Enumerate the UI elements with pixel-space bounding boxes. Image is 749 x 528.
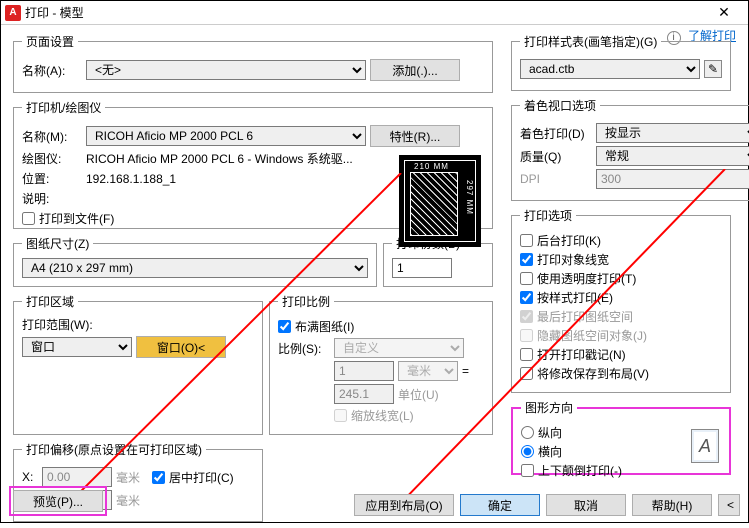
options-group: 打印选项 后台打印(K) 打印对象线宽 使用透明度打印(T) 按样式打印(E) … [511, 207, 731, 393]
where-label: 位置: [22, 170, 82, 187]
opt-paperspace-checkbox [520, 310, 533, 323]
fit-label: 布满图纸(I) [295, 318, 354, 335]
opt-hide-checkbox [520, 329, 533, 342]
plot-style-group: 打印样式表(画笔指定)(G) acad.ctb ✎ [511, 33, 731, 91]
paper-select[interactable]: A4 (210 x 297 mm) [22, 258, 368, 278]
name-label: 名称(A): [22, 62, 82, 79]
viewport-group: 着色视口选项 着色打印(D) 按显示 质量(Q) 常规 DPI [511, 97, 749, 201]
ratio-label: 比例(S): [278, 340, 330, 357]
opt-transparency-checkbox[interactable] [520, 272, 533, 285]
desc-label: 说明: [22, 190, 82, 207]
x-input [42, 467, 112, 487]
app-logo-icon: A [5, 5, 21, 21]
apply-button[interactable]: 应用到布局(O) [354, 494, 454, 516]
print-to-file-checkbox[interactable] [22, 212, 35, 225]
options-legend: 打印选项 [520, 207, 576, 224]
dpi-input [596, 169, 749, 189]
print-to-file-label: 打印到文件(F) [39, 210, 114, 227]
name-select[interactable]: <无> [86, 60, 366, 80]
printer-select[interactable]: RICOH Aficio MP 2000 PCL 6 [86, 126, 366, 146]
preview-button-highlight: 预览(P)... [9, 486, 107, 516]
paper-size-group: 图纸尺寸(Z) A4 (210 x 297 mm) [13, 235, 377, 287]
area-legend: 打印区域 [22, 293, 78, 310]
opt-stamp-checkbox[interactable] [520, 348, 533, 361]
edit-style-icon[interactable]: ✎ [704, 60, 722, 78]
plot-style-legend: 打印样式表(画笔指定)(G) [520, 33, 661, 50]
fit-checkbox[interactable] [278, 320, 291, 333]
orientation-icon: A [691, 429, 719, 463]
x-unit: 毫米 [116, 469, 140, 486]
opt-style-checkbox[interactable] [520, 291, 533, 304]
preview-button[interactable]: 预览(P)... [13, 490, 103, 512]
printer-name-label: 名称(M): [22, 128, 82, 145]
x-label: X: [22, 470, 38, 484]
expand-button[interactable]: < [718, 494, 740, 516]
ratio-select: 自定义 [334, 338, 464, 358]
plot-style-select[interactable]: acad.ctb [520, 59, 700, 79]
properties-button[interactable]: 特性(R)... [370, 125, 460, 147]
opt-save-checkbox[interactable] [520, 367, 533, 380]
plotter-value: RICOH Aficio MP 2000 PCL 6 - Windows 系统驱… [86, 150, 353, 167]
shade-select[interactable]: 按显示 [596, 123, 749, 143]
scale-group: 打印比例 布满图纸(I) 比例(S): 自定义 毫米 = [269, 293, 493, 435]
window-button[interactable]: 窗口(O)< [136, 336, 226, 358]
preview-height-label: 297 MM [465, 180, 474, 215]
close-icon[interactable]: ✕ [704, 4, 744, 21]
shade-label: 着色打印(D) [520, 125, 592, 142]
unit-select: 毫米 [398, 361, 458, 381]
add-button[interactable]: 添加(.)... [370, 59, 460, 81]
center-label: 居中打印(C) [169, 469, 234, 486]
preview-width-label: 210 MM [414, 162, 449, 171]
orient-legend: 图形方向 [521, 399, 577, 416]
cancel-button[interactable]: 取消 [546, 494, 626, 516]
window-title: 打印 - 模型 [25, 4, 704, 21]
plot-area-group: 打印区域 打印范围(W): 窗口 窗口(O)< [13, 293, 263, 435]
quality-select[interactable]: 常规 [596, 146, 749, 166]
landscape-radio[interactable] [521, 445, 534, 458]
dpi-label: DPI [520, 172, 592, 186]
opt-lineweight-checkbox[interactable] [520, 253, 533, 266]
y-unit: 毫米 [116, 492, 140, 509]
upside-checkbox[interactable] [521, 464, 534, 477]
range-label: 打印范围(W): [22, 316, 254, 333]
page-setup-group: 页面设置 名称(A): <无> 添加(.)... [13, 33, 493, 93]
scale-lw-label: 缩放线宽(L) [351, 407, 414, 424]
unit2-label: 单位(U) [398, 386, 439, 403]
scale-lw-checkbox [334, 409, 347, 422]
range-select[interactable]: 窗口 [22, 337, 132, 357]
help-button[interactable]: 帮助(H) [632, 494, 712, 516]
page-setup-legend: 页面设置 [22, 33, 78, 50]
ok-button[interactable]: 确定 [460, 494, 540, 516]
portrait-radio[interactable] [521, 426, 534, 439]
orientation-group: 图形方向 纵向 横向 上下颠倒打印(-) A [511, 399, 731, 475]
paper-legend: 图纸尺寸(Z) [22, 235, 93, 252]
paper-preview: 210 MM 297 MM [399, 155, 481, 247]
plotter-label: 绘图仪: [22, 150, 82, 167]
titlebar: A 打印 - 模型 ✕ [1, 1, 748, 25]
center-checkbox[interactable] [152, 471, 165, 484]
scale-num-input [334, 361, 394, 381]
scale-legend: 打印比例 [278, 293, 334, 310]
printer-legend: 打印机/绘图仪 [22, 99, 105, 116]
quality-label: 质量(Q) [520, 148, 592, 165]
where-value: 192.168.1.188_1 [86, 172, 176, 186]
viewport-legend: 着色视口选项 [520, 97, 600, 114]
offset-legend: 打印偏移(原点设置在可打印区域) [22, 441, 206, 458]
scale-denom-input [334, 384, 394, 404]
opt-background-checkbox[interactable] [520, 234, 533, 247]
copies-input[interactable] [392, 258, 452, 278]
